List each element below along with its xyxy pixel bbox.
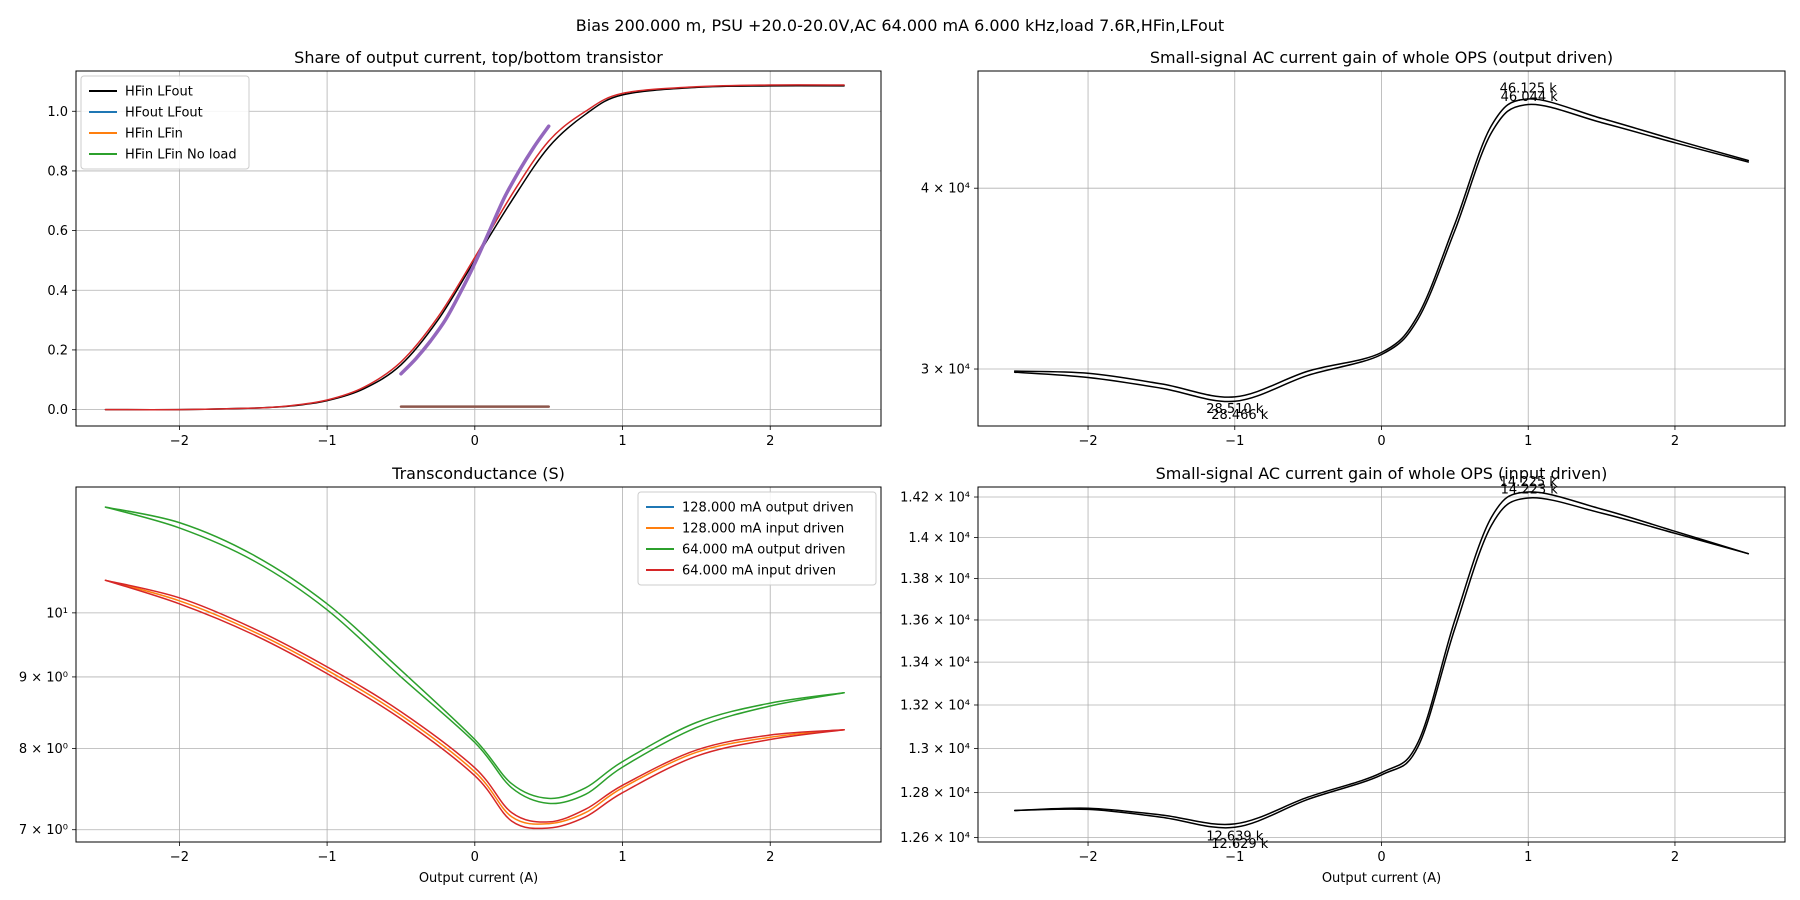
x-axis-label: Output current (A) [1322, 871, 1441, 886]
y-tick-label: 1.4 × 10⁴ [908, 531, 970, 546]
series-line-red [104, 84, 845, 411]
y-tick-label: 1.38 × 10⁴ [900, 572, 970, 587]
x-tick-label: 2 [766, 434, 774, 449]
subplot-gm: Transconductance (S) −2 −1 0 1 2 7 × 10⁰ 8 × 10… [19, 464, 882, 886]
x-tick-label: −2 [170, 434, 189, 449]
annotation-label: 12.639 k [1206, 830, 1264, 845]
series-group [104, 84, 845, 411]
annotation-label: 12.629 k [1211, 837, 1269, 852]
axes-frame [977, 70, 1786, 427]
y-tick-label: 1.26 × 10⁴ [900, 831, 970, 846]
x-tick-label: 2 [766, 850, 774, 865]
series-line-purple [399, 124, 551, 376]
legend-label: HFin LFin [125, 127, 183, 142]
legend-label: HFin LFout [125, 85, 193, 100]
series-line-black [1013, 98, 1750, 398]
figure-suptitle: Bias 200.000 m, PSU +20.0-20.0V,AC 64.00… [576, 16, 1224, 35]
subplot-grid: Share of output current, top/bottom tran… [19, 48, 1786, 886]
annotation-label: 14.225 k [1500, 475, 1558, 490]
axes-frame [75, 486, 882, 843]
y-tick-label: 0.2 [47, 343, 68, 358]
series-group [1013, 98, 1750, 403]
y-tick-label: 7 × 10⁰ [19, 823, 68, 838]
x-tick-label: −2 [170, 850, 189, 865]
x-tick-label: −1 [318, 850, 337, 865]
y-tick-label: 1.34 × 10⁴ [900, 656, 970, 671]
x-tick-label: −1 [318, 434, 337, 449]
subplot-gain_in: Small-signal AC current gain of whole OP… [900, 464, 1786, 886]
legend: 128.000 mA output driven 128.000 mA input… [637, 491, 877, 586]
series-line-red [104, 579, 845, 830]
y-tick-label: 1.42 × 10⁴ [900, 491, 970, 506]
axes-frame [75, 70, 882, 427]
y-tick-label: 3 × 10⁴ [921, 363, 970, 378]
legend: HFin LFout HFout LFout HFin LFin HFin LFin … [80, 75, 250, 170]
annotation-label: 46.044 k [1501, 90, 1559, 105]
subplot-title: Small-signal AC current gain of whole OP… [1156, 464, 1608, 483]
series-line-black [1013, 103, 1750, 403]
legend-label: HFout LFout [125, 106, 203, 121]
y-tick-label: 1.0 [47, 105, 68, 120]
x-tick-label: 2 [1671, 434, 1679, 449]
x-tick-label: −1 [1225, 434, 1244, 449]
x-tick-label: −2 [1078, 434, 1097, 449]
legend-frame [80, 75, 250, 170]
series-group [104, 506, 845, 830]
y-tick-label: 1.3 × 10⁴ [908, 742, 970, 757]
subplot-title: Share of output current, top/bottom tran… [294, 48, 663, 67]
legend-frame [637, 491, 877, 586]
legend-label: 128.000 mA input driven [682, 522, 844, 537]
x-tick-label: 1 [618, 850, 626, 865]
y-tick-label: 0.8 [47, 164, 68, 179]
x-tick-label: 1 [1524, 850, 1532, 865]
x-tick-label: 2 [1671, 850, 1679, 865]
x-tick-label: 1 [618, 434, 626, 449]
x-tick-label: 0 [1377, 434, 1385, 449]
y-tick-label: 0.4 [47, 284, 68, 299]
x-tick-label: −1 [1225, 850, 1244, 865]
x-tick-label: −2 [1078, 850, 1097, 865]
y-tick-label: 8 × 10⁰ [19, 742, 68, 757]
y-tick-label: 1.36 × 10⁴ [900, 613, 970, 628]
annotation-label: 28.510 k [1206, 402, 1264, 417]
subplot-title: Transconductance (S) [391, 464, 565, 483]
series-line-black [1013, 497, 1750, 829]
y-tick-label: 4 × 10⁴ [921, 182, 970, 197]
legend-label: HFin LFin No load [125, 148, 237, 163]
annotation-label: 46.125 k [1500, 82, 1558, 97]
subplot-share: Share of output current, top/bottom tran… [47, 48, 882, 449]
y-tick-label: 9 × 10⁰ [19, 670, 68, 685]
axes-frame [977, 486, 1786, 843]
y-tick-label: 0.6 [47, 224, 68, 239]
x-tick-label: 1 [1524, 434, 1532, 449]
legend-label: 64.000 mA output driven [682, 543, 845, 558]
series-group [1013, 491, 1750, 829]
x-tick-label: 0 [1377, 850, 1385, 865]
y-tick-label: 1.32 × 10⁴ [900, 698, 970, 713]
annotation-label: 28.466 k [1211, 408, 1269, 423]
x-tick-label: 0 [471, 850, 479, 865]
series-line-red [104, 579, 845, 823]
y-tick-label: 10¹ [46, 606, 68, 621]
series-line-black [1013, 491, 1750, 826]
series-line-green [104, 506, 845, 805]
annotation-label: 14.223 k [1501, 482, 1559, 497]
subplot-title: Small-signal AC current gain of whole OP… [1150, 48, 1613, 67]
series-line-orange [104, 579, 845, 825]
y-tick-label: 0.0 [47, 403, 68, 418]
series-line-green [104, 506, 845, 800]
x-axis-label: Output current (A) [419, 871, 538, 886]
legend-label: 128.000 mA output driven [682, 501, 854, 516]
legend-label: 64.000 mA input driven [682, 564, 836, 579]
y-tick-label: 1.28 × 10⁴ [900, 786, 970, 801]
x-tick-label: 0 [471, 434, 479, 449]
subplot-gain_out: Small-signal AC current gain of whole OP… [921, 48, 1786, 449]
